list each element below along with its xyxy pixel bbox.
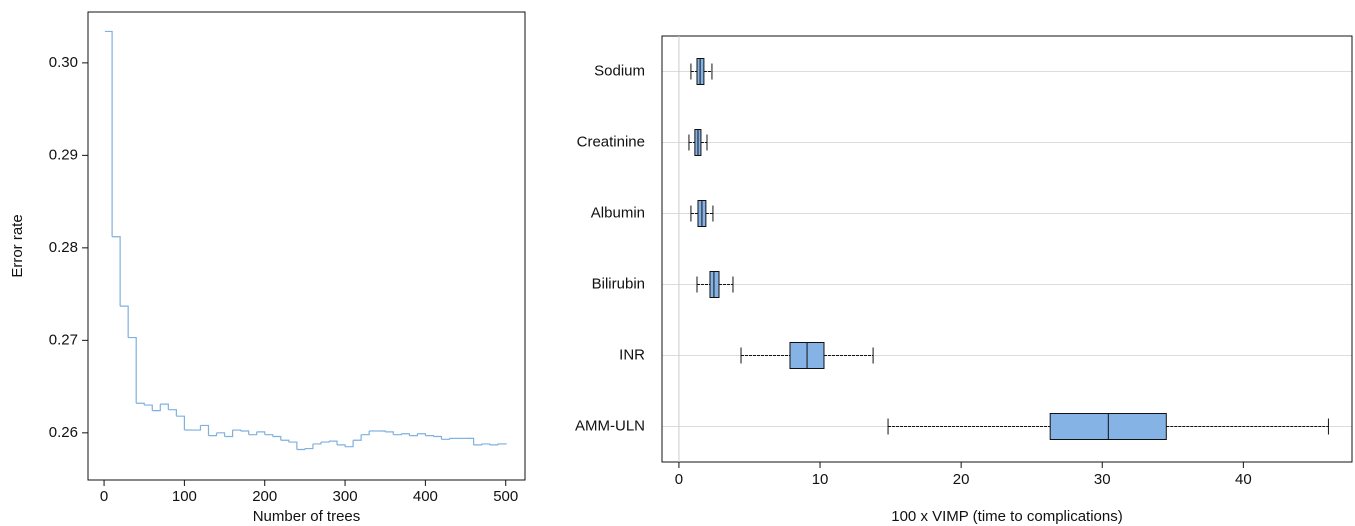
step-segment: [216, 432, 226, 437]
step-segment: [272, 435, 282, 441]
step-segment: [256, 431, 266, 435]
step-segment: [353, 434, 362, 441]
x-tick-label: 0: [675, 471, 683, 488]
x-tick-label: 20: [953, 471, 970, 488]
step-segment: [192, 425, 202, 431]
step-segment: [240, 430, 250, 435]
step-segment: [417, 433, 426, 436]
x-tick-label: 30: [1094, 471, 1111, 488]
x-tick-label: 200: [252, 488, 277, 505]
step-segment: [473, 443, 483, 446]
step-segment: [393, 433, 402, 436]
category-label: INR: [619, 346, 645, 363]
step-segment: [489, 443, 499, 446]
step-segment: [312, 442, 322, 445]
plot-frame: [661, 35, 1353, 463]
x-tick-label: 500: [493, 488, 518, 505]
category-label: Creatinine: [577, 133, 645, 150]
step-segment: [296, 448, 306, 451]
step-segment: [224, 430, 234, 438]
step-segment: [409, 433, 418, 437]
step-segment: [337, 444, 346, 447]
category-label: Sodium: [594, 62, 645, 79]
y-tick-label: 0.27: [49, 331, 78, 348]
y-tick-label: 0.26: [49, 424, 78, 441]
step-segment: [481, 443, 491, 445]
step-segment: [120, 305, 129, 338]
category-label: Bilirubin: [592, 275, 645, 292]
step-segment: [200, 424, 210, 436]
x-axis-label: Number of trees: [253, 508, 361, 525]
step-segment: [136, 402, 145, 406]
step-segment: [377, 430, 386, 432]
step-segment: [361, 430, 370, 436]
step-segment: [144, 404, 153, 411]
step-segment: [425, 435, 435, 437]
step-segment: [288, 441, 298, 450]
y-tick-label: 0.28: [49, 239, 78, 256]
step-segment: [441, 438, 451, 440]
category-label: Albumin: [591, 204, 645, 221]
step-segment: [160, 403, 169, 410]
step-segment: [152, 404, 161, 412]
x-tick-label: 100: [172, 488, 197, 505]
step-segment: [280, 439, 290, 443]
x-tick-label: 40: [1235, 471, 1252, 488]
step-segment: [128, 336, 137, 404]
step-segment: [304, 443, 314, 450]
step-segment: [176, 415, 185, 431]
y-tick-label: 0.30: [49, 54, 78, 71]
step-segment: [112, 236, 121, 307]
step-segment: [401, 433, 410, 436]
x-tick-label: 10: [812, 471, 829, 488]
x-tick-label: 400: [413, 488, 438, 505]
step-segment: [345, 440, 354, 448]
step-segment: [385, 431, 394, 435]
category-label: AMM-ULN: [575, 417, 645, 434]
y-tick-label: 0.29: [49, 146, 78, 163]
x-tick-label: 300: [333, 488, 358, 505]
box: [709, 271, 720, 298]
step-segment: [104, 30, 113, 237]
x-axis-label: 100 x VIMP (time to complications): [891, 508, 1122, 525]
step-segment: [248, 431, 258, 436]
step-segment: [320, 441, 330, 443]
step-segment: [232, 429, 242, 431]
step-segment: [208, 432, 218, 437]
x-tick-label: 0: [100, 488, 108, 505]
step-segment: [433, 435, 443, 440]
step-segment: [168, 409, 177, 417]
step-segment: [264, 434, 274, 437]
plot-frame: [87, 11, 526, 481]
step-segment: [328, 440, 338, 445]
y-axis-label: Error rate: [9, 214, 26, 277]
step-segment: [465, 437, 475, 445]
